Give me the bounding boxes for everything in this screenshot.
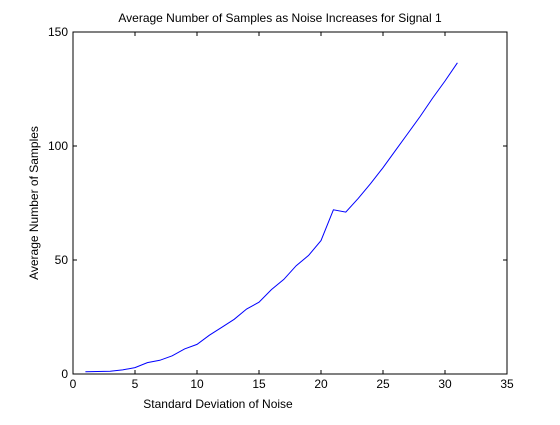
series-line xyxy=(85,62,458,373)
chart-title: Average Number of Samples as Noise Incre… xyxy=(118,11,442,25)
x-axis: 0 5 10 15 20 25 30 35 xyxy=(70,32,514,391)
y-axis-label: Average Number of Samples xyxy=(27,126,41,280)
x-tick-label: 15 xyxy=(252,377,266,391)
y-tick-label: 50 xyxy=(55,253,69,267)
x-tick-label: 25 xyxy=(376,377,390,391)
plot-frame xyxy=(72,31,508,375)
x-tick-label: 5 xyxy=(132,377,139,391)
x-tick-label: 20 xyxy=(314,377,328,391)
x-tick-label: 35 xyxy=(500,377,514,391)
plot-area xyxy=(72,31,508,375)
x-axis-label: Standard Deviation of Noise xyxy=(143,397,293,411)
y-axis: 0 50 100 150 xyxy=(48,25,507,381)
series-layer xyxy=(85,62,458,373)
y-tick-label: 150 xyxy=(48,25,68,39)
y-tick-label: 100 xyxy=(48,139,68,153)
x-tick-label: 10 xyxy=(190,377,204,391)
x-tick-label: 0 xyxy=(70,377,77,391)
y-tick-label: 0 xyxy=(61,367,68,381)
x-tick-label: 30 xyxy=(438,377,452,391)
